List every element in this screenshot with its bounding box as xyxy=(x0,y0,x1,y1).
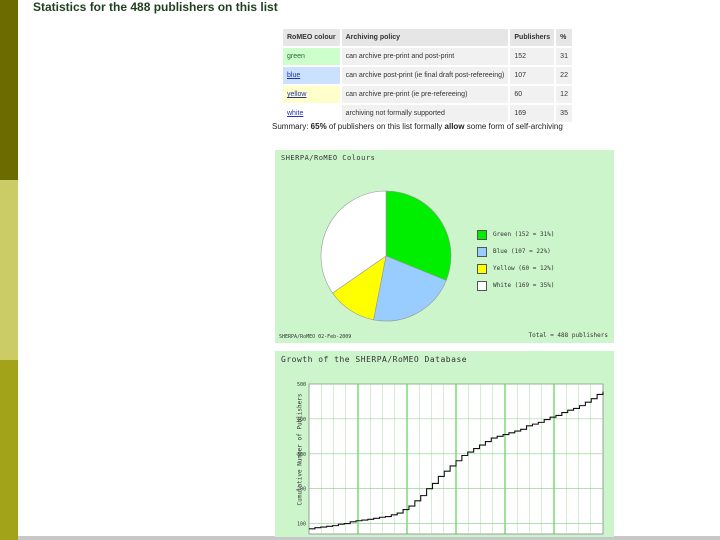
colour-link-blue[interactable]: blue xyxy=(283,67,340,84)
pie-chart-panel: SHERPA/RoMEO Colours Green (152 = 31%) Bl… xyxy=(275,150,614,343)
pie-footer-total: Total = 488 publishers xyxy=(528,332,608,339)
header-percent: % xyxy=(556,29,572,46)
percent-cell: 31 xyxy=(556,48,572,65)
legend-item: Green (152 = 31%) xyxy=(477,226,554,243)
percent-cell: 35 xyxy=(556,105,572,122)
statistics-table: RoMEO colour Archiving policy Publishers… xyxy=(281,27,574,124)
colour-link-text[interactable]: yellow xyxy=(287,91,307,98)
colour-link-text[interactable]: blue xyxy=(287,72,301,79)
publishers-cell: 60 xyxy=(510,86,555,103)
table-row: blue can archive post-print (ie final dr… xyxy=(283,67,572,84)
y-tick-label: 500 xyxy=(297,382,306,388)
colour-link-yellow[interactable]: yellow xyxy=(283,86,340,103)
table-header-row: RoMEO colour Archiving policy Publishers… xyxy=(283,29,572,46)
summary-prefix: Summary: xyxy=(272,122,311,131)
summary-percent: 65% xyxy=(310,122,327,131)
y-tick-label: 300 xyxy=(297,452,306,458)
publishers-cell: 152 xyxy=(510,48,555,65)
legend-label: Blue (107 = 22%) xyxy=(493,248,551,255)
growth-chart: 100 200 300 400 500 xyxy=(297,382,604,535)
legend-item: Yellow (60 = 12%) xyxy=(477,260,554,277)
colour-link-text[interactable]: green xyxy=(287,53,305,60)
legend-label: Yellow (60 = 12%) xyxy=(493,265,555,272)
header-publishers: Publishers xyxy=(510,29,555,46)
policy-cell: archiving not formally supported xyxy=(341,105,509,122)
policy-cell: can archive pre-print (ie pre-refereeing… xyxy=(341,86,509,103)
table-row: yellow can archive pre-print (ie pre-ref… xyxy=(283,86,572,103)
publishers-cell: 169 xyxy=(510,105,555,122)
legend-label: Green (152 = 31%) xyxy=(493,231,555,238)
growth-chart-panel: Growth of the SHERPA/RoMEO Database Cumu… xyxy=(275,351,614,537)
legend-item: White (169 = 35%) xyxy=(477,277,554,294)
pie-chart-title: SHERPA/RoMEO Colours xyxy=(281,154,376,162)
colour-link-green[interactable]: green xyxy=(283,48,340,65)
pie-slice-blue xyxy=(373,255,447,322)
header-archiving-policy: Archiving policy xyxy=(341,29,509,46)
y-tick-label: 400 xyxy=(297,417,306,423)
header-romeo-colour: RoMEO colour xyxy=(283,29,340,46)
summary-middle: of publishers on this list formally xyxy=(326,122,445,131)
page-title: Statistics for the 488 publishers on thi… xyxy=(33,0,278,14)
pie-legend: Green (152 = 31%) Blue (107 = 22%) Yellow … xyxy=(477,226,554,294)
summary-suffix: some form of self-archiving xyxy=(464,122,563,131)
table-row: white archiving not formally supported 1… xyxy=(283,105,572,122)
pie-footer-date: SHERPA/RoMEO 02-Feb-2009 xyxy=(279,334,352,340)
policy-cell: can archive pre-print and post-print xyxy=(341,48,509,65)
sidebar-band-dark xyxy=(0,0,18,180)
legend-swatch xyxy=(477,280,487,291)
legend-label: White (169 = 35%) xyxy=(493,282,555,289)
growth-series-line xyxy=(309,391,604,530)
sidebar-band-light xyxy=(0,180,18,360)
percent-cell: 12 xyxy=(556,86,572,103)
growth-chart-title: Growth of the SHERPA/RoMEO Database xyxy=(281,355,468,364)
colour-link-white[interactable]: white xyxy=(283,105,340,122)
bottom-divider xyxy=(18,536,720,540)
legend-swatch xyxy=(477,246,487,257)
sidebar-decoration xyxy=(0,0,18,540)
policy-cell: can archive post-print (ie final draft p… xyxy=(341,67,509,84)
summary-text: Summary: 65% of publishers on this list … xyxy=(272,122,563,131)
legend-item: Blue (107 = 22%) xyxy=(477,243,554,260)
percent-cell: 22 xyxy=(556,67,572,84)
publishers-cell: 107 xyxy=(510,67,555,84)
colour-link-text[interactable]: white xyxy=(287,110,304,117)
summary-allow: allow xyxy=(444,122,465,131)
table-row: green can archive pre-print and post-pri… xyxy=(283,48,572,65)
pie-slice-white xyxy=(320,190,387,294)
legend-swatch xyxy=(477,263,487,274)
legend-swatch xyxy=(477,229,487,240)
y-tick-label: 200 xyxy=(297,487,306,493)
pie-slice-green xyxy=(385,190,452,281)
sidebar-band-olive xyxy=(0,360,18,540)
y-tick-label: 100 xyxy=(297,522,306,528)
pie-chart xyxy=(320,190,452,322)
